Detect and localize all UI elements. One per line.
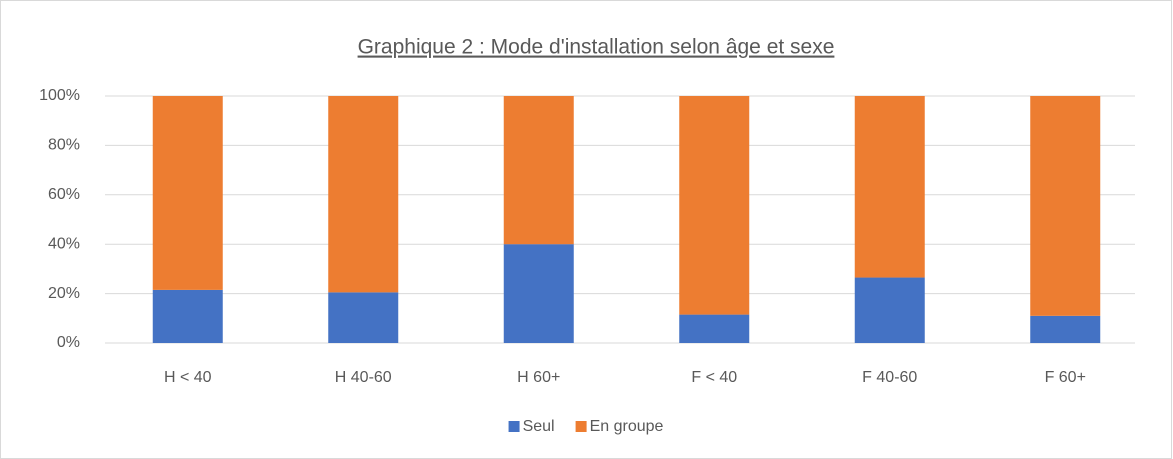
- bar-segment: [152, 96, 223, 290]
- x-tick-label: H 40-60: [335, 369, 392, 386]
- legend-swatch: [508, 421, 520, 432]
- x-tick-label: H < 40: [164, 369, 212, 386]
- x-tick-label: F 60+: [1045, 369, 1086, 386]
- bar-segment: [679, 96, 750, 315]
- bar-segment: [679, 314, 750, 343]
- bar-segment: [503, 244, 574, 343]
- y-tick-label: 60%: [48, 186, 80, 203]
- bar-segment: [854, 277, 925, 343]
- y-tick-label: 40%: [48, 235, 80, 252]
- x-tick-label: F 40-60: [862, 369, 917, 386]
- y-tick-label: 20%: [48, 285, 80, 302]
- bar-segment: [152, 289, 223, 343]
- legend-swatch: [575, 421, 587, 432]
- y-tick-label: 100%: [39, 87, 80, 104]
- legend-label: En groupe: [590, 418, 664, 435]
- x-tick-label: F < 40: [691, 369, 737, 386]
- bar-segment: [1030, 315, 1101, 343]
- bar-segment: [328, 292, 399, 343]
- bar-segment: [854, 96, 925, 278]
- bar-segment: [328, 96, 399, 293]
- x-tick-label: H 60+: [517, 369, 560, 386]
- bar-segment: [503, 96, 574, 245]
- legend-label: Seul: [523, 418, 555, 435]
- bar-segment: [1030, 96, 1101, 316]
- y-tick-label: 80%: [48, 137, 80, 154]
- y-tick-label: 0%: [57, 334, 80, 351]
- chart-title: Graphique 2 : Mode d'installation selon …: [358, 36, 835, 59]
